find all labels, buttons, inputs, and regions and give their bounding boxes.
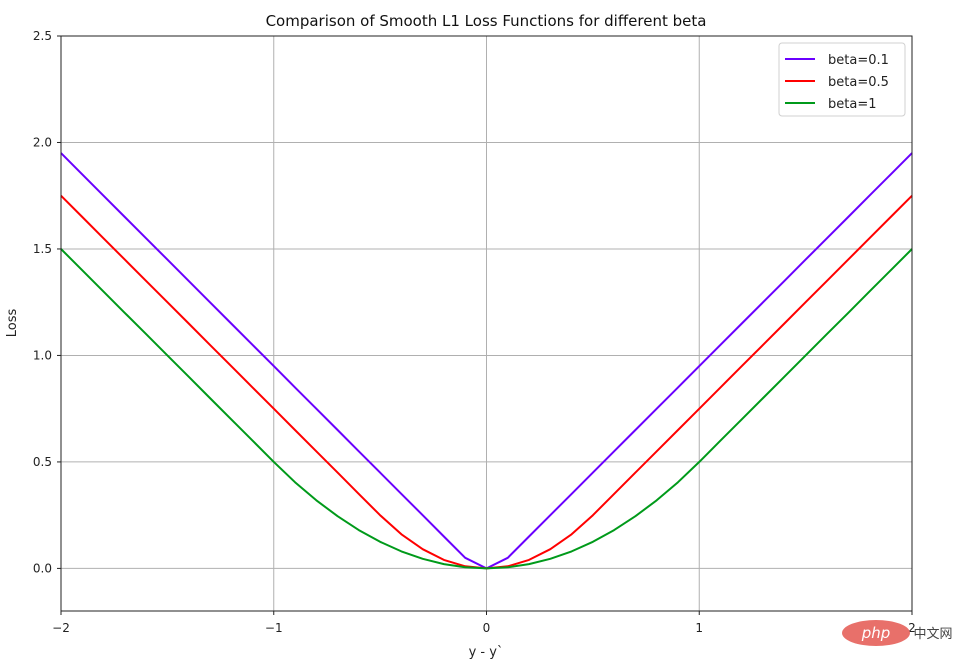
legend-box	[778, 42, 906, 117]
svg-text:php: php	[861, 624, 891, 642]
x-tick-label: 2	[908, 621, 916, 635]
x-tick-label: 1	[695, 621, 703, 635]
legend-label: beta=1	[828, 97, 876, 112]
php-logo	[842, 620, 910, 646]
chart-title: Comparison of Smooth L1 Loss Functions f…	[266, 12, 707, 30]
series-line-beta=1	[60, 248, 913, 570]
y-axis-label: Loss	[5, 309, 20, 338]
watermark: php 中文网	[842, 620, 953, 646]
x-tick-label: −2	[52, 621, 70, 635]
y-tick-label: 2.5	[33, 29, 52, 43]
x-axis-label: y - y`	[469, 645, 504, 660]
legend-label: beta=0.5	[828, 75, 889, 90]
y-tick-label: 0.0	[33, 561, 52, 575]
y-tick-label: 1.0	[33, 348, 52, 362]
series-lines	[60, 152, 913, 570]
y-tick-label: 1.5	[33, 242, 52, 256]
y-tick-label: 2.0	[33, 135, 52, 149]
y-tick-label: 0.5	[33, 455, 52, 469]
x-tick-label: −1	[265, 621, 283, 635]
legend: beta=0.1 beta=0.5 beta=1	[778, 42, 906, 117]
legend-label: beta=0.1	[828, 53, 889, 68]
svg-text:中文网: 中文网	[913, 627, 952, 642]
x-tick-label: 0	[483, 621, 491, 635]
ticks: −2 −1 0 1 2 0.0 0.5 1.0 1.5 2.0 2.5	[33, 29, 916, 635]
